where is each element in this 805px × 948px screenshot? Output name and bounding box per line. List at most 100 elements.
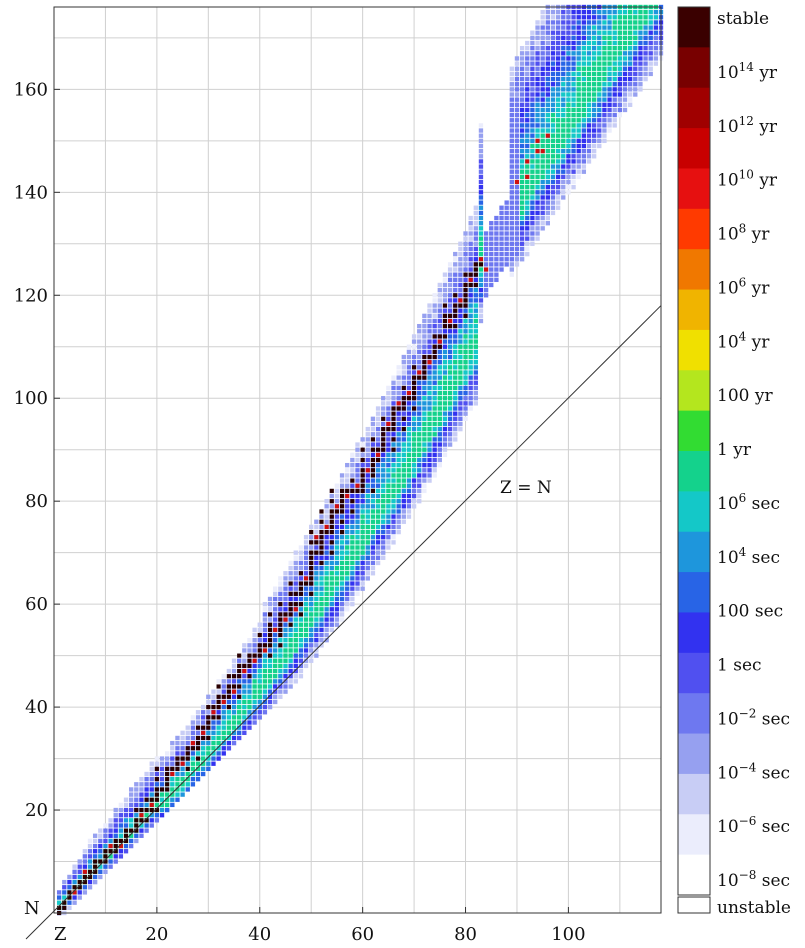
- nuclide-cell: [442, 360, 448, 365]
- nuclide-cell: [643, 15, 648, 20]
- nuclide-cell: [612, 46, 617, 51]
- nuclide-cell: [622, 15, 628, 20]
- nuclide-cell: [149, 813, 154, 818]
- nuclide-cell: [576, 20, 581, 25]
- nuclide-cell: [391, 524, 396, 530]
- nuclide-cell: [597, 71, 602, 77]
- nuclide-cell: [432, 360, 437, 365]
- nuclide-cell: [437, 401, 442, 406]
- nuclide-cell: [288, 565, 293, 571]
- nuclide-cell: [509, 190, 514, 195]
- nuclide-cell: [427, 416, 432, 421]
- nuclide-cell: [365, 493, 370, 499]
- nuclide-cell: [566, 20, 571, 25]
- nuclide-cell: [432, 437, 437, 442]
- nuclide-cell: [555, 200, 561, 205]
- nuclide-cell: [334, 622, 340, 627]
- nuclide-cell: [370, 550, 376, 555]
- nuclide-cell: [499, 267, 504, 272]
- nuclide-cell: [535, 190, 540, 195]
- nuclide-cell: [571, 154, 576, 159]
- nuclide-cell: [478, 159, 484, 164]
- nuclide-cell: [545, 9, 551, 15]
- stable-nuclide-point: [442, 303, 448, 308]
- nuclide-cell: [458, 282, 463, 288]
- nuclide-cell: [128, 792, 134, 797]
- stable-nuclide-point: [391, 427, 396, 432]
- nuclide-cell: [489, 262, 494, 267]
- stable-nuclide-point: [123, 833, 129, 838]
- nuclide-cell: [427, 457, 432, 463]
- stable-nuclide-point: [432, 349, 437, 354]
- nuclide-cell: [134, 833, 139, 838]
- nuclide-cell: [339, 550, 345, 555]
- nuclide-cell: [77, 895, 82, 900]
- nuclide-cell: [123, 802, 129, 808]
- nuclide-cell: [375, 540, 381, 545]
- nuclide-cell: [483, 282, 489, 288]
- nuclide-cell: [345, 468, 350, 473]
- nuclide-cell: [653, 9, 659, 15]
- nuclide-cell: [463, 344, 468, 349]
- nuclide-cell: [447, 334, 453, 339]
- nuclide-cell: [391, 468, 396, 473]
- nuclide-cell: [216, 689, 221, 694]
- long-lived-nuclide-point: [273, 627, 278, 632]
- nuclide-cell: [514, 138, 520, 144]
- nuclide-cell: [545, 40, 551, 46]
- nuclide-cell: [185, 771, 190, 777]
- nuclide-cell: [597, 138, 602, 144]
- nuclide-cell: [458, 257, 463, 262]
- nuclide-cell: [555, 195, 561, 200]
- nuclide-cell: [231, 725, 237, 730]
- nuclide-cell: [370, 483, 376, 488]
- nuclide-cell: [391, 390, 396, 396]
- nuclide-cell: [453, 262, 458, 267]
- nuclide-cell: [375, 545, 381, 550]
- nuclide-cell: [561, 30, 566, 35]
- nuclide-cell: [591, 35, 597, 41]
- nuclide-cell: [617, 30, 623, 35]
- nuclide-cell: [576, 143, 581, 149]
- stable-nuclide-point: [370, 457, 376, 463]
- nuclide-cell: [164, 792, 170, 797]
- nuclide-cell: [201, 766, 206, 772]
- colorbar-swatch: [678, 128, 710, 170]
- nuclide-cell: [432, 426, 437, 432]
- stable-nuclide-point: [334, 509, 339, 514]
- nuclide-cell: [519, 174, 525, 180]
- nuclide-cell: [550, 174, 556, 180]
- nuclide-cell: [242, 674, 247, 679]
- nuclide-cell: [391, 540, 396, 545]
- nuclide-cell: [617, 76, 623, 82]
- nuclide-cell: [535, 226, 540, 231]
- nuclide-cell: [617, 97, 623, 102]
- nuclide-cell: [350, 483, 355, 488]
- nuclide-cell: [411, 354, 417, 360]
- nuclide-cell: [550, 61, 556, 66]
- nuclide-cell: [319, 627, 324, 633]
- nuclide-cell: [267, 601, 273, 607]
- nuclide-cell: [273, 658, 278, 663]
- nuclide-cell: [144, 802, 149, 808]
- stable-nuclide-point: [278, 643, 283, 648]
- nuclide-cell: [303, 617, 309, 622]
- nuclide-cell: [576, 107, 581, 113]
- nuclide-cell: [386, 535, 391, 540]
- nuclide-cell: [247, 684, 252, 689]
- stable-nuclide-point: [478, 262, 484, 267]
- stable-nuclide-point: [329, 499, 334, 504]
- nuclide-cell: [525, 246, 530, 252]
- nuclide-cell: [273, 596, 278, 602]
- nuclide-cell: [396, 473, 401, 478]
- nuclide-cell: [550, 118, 556, 123]
- nuclide-cell: [303, 658, 309, 663]
- nuclide-cell: [586, 82, 592, 87]
- nuclide-cell: [571, 66, 576, 71]
- colorbar-swatch: [678, 572, 710, 614]
- nuclide-cell: [437, 287, 442, 293]
- nuclide-cell: [406, 365, 412, 370]
- nuclide-cell: [396, 421, 401, 427]
- nuclide-cell: [360, 524, 365, 530]
- nuclide-cell: [401, 509, 406, 514]
